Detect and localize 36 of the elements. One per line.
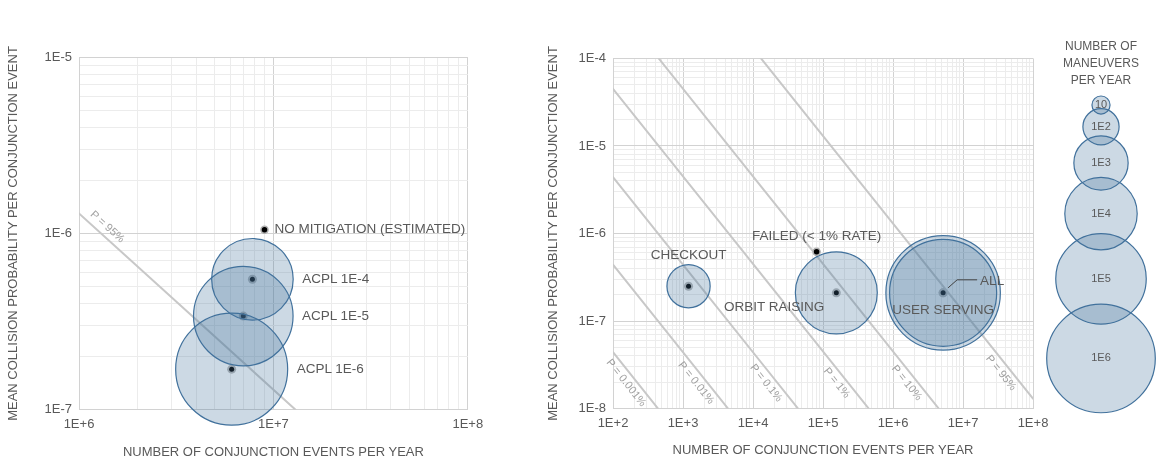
series-label: ACPL 1E-6 — [296, 360, 364, 376]
y-axis-title: MEAN COLLISION PROBABILITY PER CONJUNCTION EVENT — [545, 46, 561, 421]
text: P = 1% — [821, 364, 854, 401]
series-label: ACPL 1E-5 — [302, 307, 370, 323]
y-tick-label: 1E-5 — [578, 137, 606, 153]
x-tick-label: 1E+7 — [947, 414, 979, 430]
legend-label: 1E4 — [1091, 206, 1111, 219]
legend-label: 10 — [1094, 98, 1108, 111]
legend-label: 1E3 — [1091, 156, 1111, 168]
x-tick-label: 1E+8 — [452, 416, 484, 432]
y-tick-label: 1E-7 — [44, 401, 72, 417]
x-axis-title: NUMBER OF CONJUNCTION EVENTS PER YEAR — [122, 443, 424, 459]
series-label: CHECKOUT — [650, 247, 727, 263]
legend-label: 1E6 — [1091, 351, 1111, 364]
y-tick-label: 1E-6 — [44, 225, 72, 241]
x-tick-label: 1E+4 — [737, 414, 769, 430]
x-tick-label: 1E+6 — [877, 414, 909, 430]
x-tick-label: 1E+3 — [667, 414, 699, 430]
y-tick-label: 1E-6 — [578, 225, 606, 241]
y-tick-label: 1E-7 — [578, 312, 606, 328]
legend-label: 1E2 — [1091, 119, 1111, 132]
series-label: ACPL 1E-4 — [302, 270, 370, 286]
y-tick-label: 1E-8 — [578, 400, 606, 416]
x-tick-label: 1E+6 — [63, 416, 95, 432]
series-label: NO MITIGATION (ESTIMATED) — [274, 221, 466, 237]
x-tick-label: 1E+8 — [1017, 414, 1049, 430]
x-axis-title: NUMBER OF CONJUNCTION EVENTS PER YEAR — [672, 442, 974, 458]
y-tick-label: 1E-5 — [44, 48, 72, 64]
series-label: FAILED (< 1% RATE) — [752, 228, 882, 244]
legend-title: NUMBER OF MANEUVERS PER YEAR — [1062, 39, 1140, 88]
x-tick-label: 1E+2 — [597, 414, 629, 430]
legend-label: 1E5 — [1091, 271, 1111, 284]
x-tick-label: 1E+7 — [258, 416, 289, 432]
x-tick-label: 1E+5 — [807, 414, 839, 430]
y-axis-title: MEAN COLLISION PROBABILITY PER CONJUNCTION EVENT — [5, 46, 21, 421]
y-tick-label: 1E-4 — [578, 50, 606, 66]
